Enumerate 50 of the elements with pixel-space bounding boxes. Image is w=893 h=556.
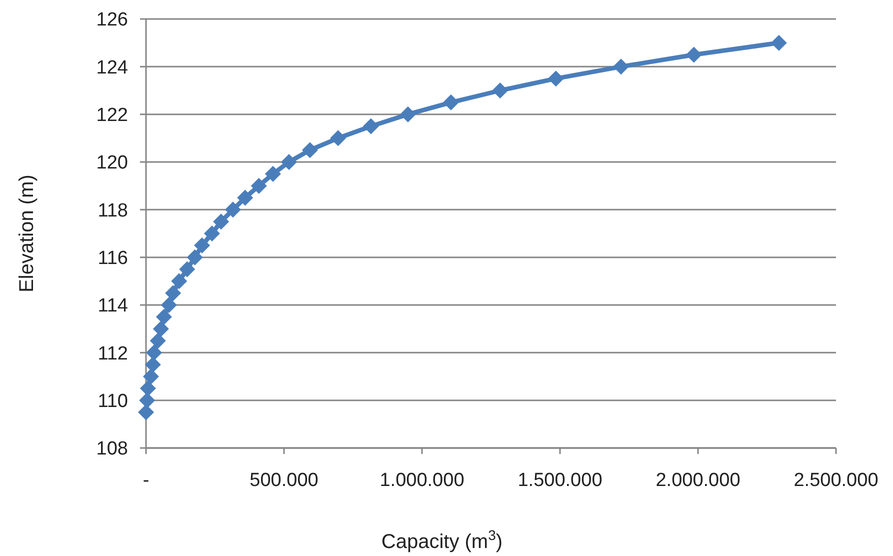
point — [492, 82, 508, 98]
point — [612, 58, 629, 75]
point — [237, 190, 254, 206]
point — [302, 142, 318, 158]
point — [280, 154, 297, 170]
y-axis-title: Elevation (m) — [16, 174, 38, 292]
y-tick-label: 122 — [96, 104, 128, 126]
point — [264, 166, 281, 182]
point — [362, 118, 379, 134]
y-tick-label: 114 — [98, 296, 128, 317]
point — [146, 344, 162, 361]
point — [686, 46, 702, 63]
point — [250, 178, 267, 194]
y-tick-label: 118 — [98, 200, 128, 222]
y-tick-label: 112 — [98, 343, 128, 364]
point — [770, 34, 787, 51]
point — [400, 106, 416, 122]
point — [144, 356, 161, 373]
y-tick-label: 124 — [96, 57, 128, 78]
point — [213, 214, 230, 230]
point — [138, 404, 154, 420]
point — [179, 261, 196, 278]
x-tick-label: 1.500.000 — [518, 470, 602, 491]
point — [156, 308, 172, 325]
point — [142, 368, 159, 384]
x-tick-label: - — [142, 470, 150, 491]
point — [171, 273, 188, 290]
point — [224, 202, 241, 218]
y-tick-label: 120 — [96, 152, 128, 174]
y-tick-label: 108 — [96, 438, 128, 460]
point — [139, 392, 156, 408]
y-tick-label: 110 — [98, 390, 128, 412]
x-axis-title: Capacity (m$^{3}$) — [381, 527, 503, 553]
point — [204, 226, 220, 242]
point — [194, 237, 210, 254]
point — [140, 380, 156, 396]
point — [186, 249, 203, 266]
point — [165, 285, 182, 302]
x-tick-label: 2.500.000 — [794, 470, 878, 491]
point — [330, 130, 346, 146]
x-tick-label: 2.000.000 — [656, 470, 740, 491]
point — [442, 94, 459, 110]
x-tick-label: 1.000.000 — [380, 470, 464, 491]
x-tick-label: 500.000 — [250, 470, 318, 491]
y-tick-label: 126 — [96, 10, 128, 31]
point — [150, 332, 166, 349]
y-tick-label: 116 — [98, 248, 128, 269]
point — [152, 320, 169, 337]
point — [160, 297, 177, 313]
point — [548, 70, 564, 87]
